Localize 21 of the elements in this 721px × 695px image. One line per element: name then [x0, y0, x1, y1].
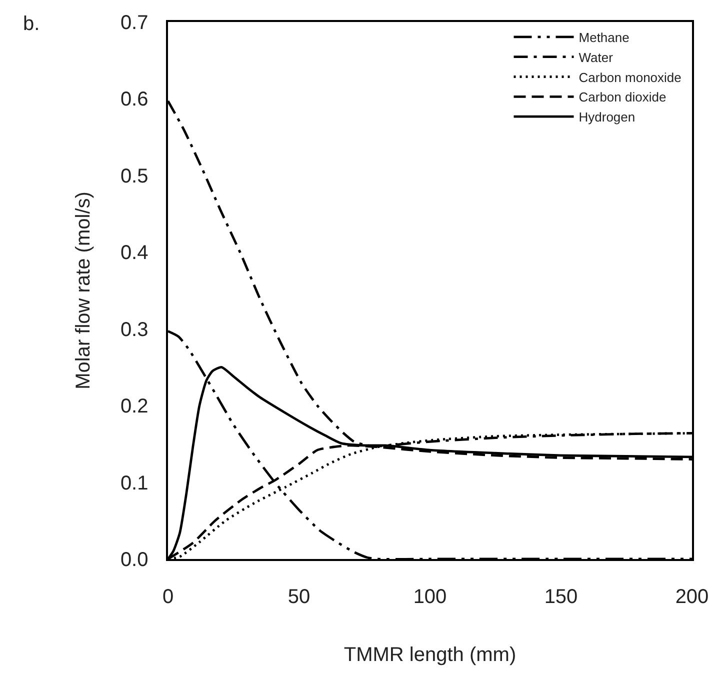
- y-tick-label: 0.1: [120, 472, 148, 494]
- legend-label: Carbon monoxide: [578, 70, 682, 85]
- x-tick-label: 150: [544, 586, 578, 608]
- legend-label: Water: [578, 50, 614, 65]
- y-tick-label: 0.2: [120, 396, 148, 418]
- legend-label: Methane: [578, 30, 630, 46]
- y-tick-label: 0.6: [120, 88, 148, 111]
- y-tick-label: 0.5: [120, 165, 148, 188]
- y-tick-label: 0.4: [120, 242, 148, 264]
- y-tick-label: 0.0: [120, 549, 148, 571]
- x-tick-label: 0: [162, 586, 174, 608]
- chart-title: b.: [23, 13, 40, 35]
- x-tick-label: 100: [413, 586, 447, 608]
- x-axis-title: TMMR length (mm): [344, 644, 516, 666]
- legend-label: Hydrogen: [578, 110, 636, 125]
- x-tick-label: 200: [675, 586, 709, 608]
- x-tick-label: 50: [288, 586, 310, 608]
- legend-label: Carbon dioxide: [578, 90, 666, 105]
- y-tick-label: 0.7: [120, 12, 148, 34]
- y-axis-title: Molar flow rate (mol/s): [72, 192, 94, 390]
- y-tick-label: 0.3: [120, 318, 148, 341]
